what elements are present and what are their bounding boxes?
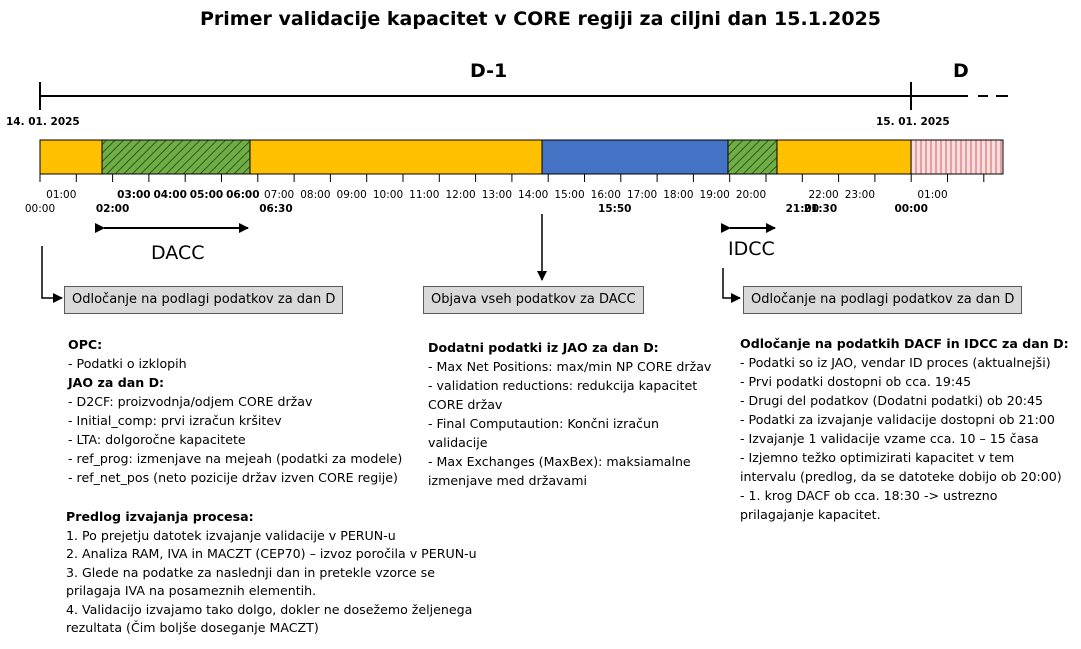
middle-item: - Max Exchanges (MaxBex): maksiamalne [428,454,691,469]
middle-item: - validation reductions: redukcija kapac… [428,378,698,393]
segment-blue [541,139,729,175]
right-item: - Podatki za izvajanje validacije dostop… [740,412,1055,427]
jao-item: - Initial_comp: prvi izračun kršitev [68,413,282,428]
left-info-block: OPC: - Podatki o izklopih JAO za dan D: … [68,335,428,487]
process-block: Predlog izvajanja procesa: 1. Po prejetj… [66,508,506,638]
opc-item: - Podatki o izklopih [68,356,187,371]
middle-item: validacije [428,435,488,450]
hour-label: 15:00 [554,189,585,201]
hour-label: 16:00 [590,189,621,201]
hour-label: 06:00 [226,189,260,201]
hour-ticks [39,174,985,182]
idcc-label: IDCC [728,238,775,260]
right-item: - Izvajanje 1 validacije vzame cca. 10 –… [740,431,1039,446]
hour-label: 03:00 [117,189,151,201]
hour-label: 01:00 [917,189,948,201]
hour-label: 19:00 [699,189,730,201]
box-right-decision: Odločanje na podlagi podatkov za dan D [743,286,1023,314]
box-middle-publish: Objava vseh podatkov za DACC [423,286,644,314]
hour-label: 17:00 [626,189,658,201]
left-connector-arrow [41,246,63,303]
hour-label: 04:00 [153,189,187,201]
hour-label: 08:00 [300,189,331,201]
hour-label: 13:00 [481,189,513,201]
process-item: 4. Validacijo izvajamo tako dolgo, dokle… [66,601,473,617]
middle-title: Dodatni podatki iz JAO za dan D: [428,340,659,355]
segment-orange-3 [776,139,912,175]
marker-label: 00:00 [894,203,928,215]
dacc-label: DACC [151,242,205,264]
date-start: 14. 01. 2025 [6,116,80,128]
right-item: - Izjemno težko optimizirati kapacitet v… [740,450,1015,465]
right-title: Odločanje na podatkih DACF in IDCC za da… [740,336,1069,351]
hour-label: 01:00 [46,189,77,201]
middle-info-block: Dodatni podatki iz JAO za dan D: - Max N… [428,338,728,490]
jao-item: - LTA: dolgoročne kapacitete [68,432,246,447]
hour-label: 07:00 [263,189,295,201]
process-item: 1. Po prejetju datotek izvajanje validac… [66,527,396,543]
segment-dacc-hatched [101,139,251,175]
hour-label: 22:00 [808,189,839,201]
jao-item: - ref_net_pos (neto pozicije držav izven… [68,470,398,485]
diagram-title: Primer validacije kapacitet v CORE regij… [199,8,882,30]
hour-label: 10:00 [372,189,404,201]
segment-orange-2 [249,139,543,175]
marker-label: 21:00 [785,203,820,215]
hour-label: 09:00 [336,189,367,201]
middle-item: - Final Computaution: Končni izračun [428,416,659,431]
jao-item: - D2CF: proizvodnja/odjem CORE držav [68,394,313,409]
process-item: rezultata (Čim boljše doseganje MACZT) [66,620,319,635]
jao-title: JAO za dan D: [68,375,165,390]
middle-item: - Max Net Positions: max/min NP CORE drž… [428,359,712,374]
right-connector-arrow [722,268,741,303]
right-item: prilagajanje kapacitet. [740,507,881,522]
right-item: - 1. krog DACF ob cca. 18:30 -> ustrezno [740,488,998,503]
right-item: intervalu (predlog, da se datoteke dobij… [740,469,1062,484]
segment-pink-hatched [910,139,1004,175]
middle-item: izmenjave med državami [428,473,587,488]
right-item: - Drugi del podatkov (Dodatni podatki) o… [740,393,1043,408]
box-left-decision: Odločanje na podlagi podatkov za dan D [64,286,344,314]
marker-label: 02:00 [95,203,130,215]
date-end: 15. 01. 2025 [876,116,950,128]
hour-label: 05:00 [189,189,224,201]
jao-item: - ref_prog: izmenjave na mejeah (podatki… [68,451,403,466]
marker-label: 15:50 [598,203,632,215]
period-label-d1: D-1 [470,60,508,82]
marker-label: 00:00 [24,203,56,215]
process-item: prilagaja IVA na posameznih elementih. [66,583,317,598]
right-info-block: Odločanje na podatkih DACF in IDCC za da… [740,334,1076,524]
process-item: 2. Analiza RAM, IVA in MACZT (CEP70) – i… [66,546,477,561]
marker-label: 06:30 [259,203,293,215]
opc-title: OPC: [68,337,103,352]
marker-label: 21:30 [803,203,838,215]
hour-label: 23:00 [844,189,876,201]
hour-label: 12:00 [445,189,476,201]
process-title: Predlog izvajanja procesa: [66,509,254,524]
hour-label: 14:00 [518,189,549,201]
right-item: - Podatki so iz JAO, vendar ID proces (a… [740,355,1051,370]
process-item: 3. Glede na podatke za naslednji dan in … [66,564,435,580]
period-label-d: D [953,60,969,82]
segment-idcc-hatched [727,139,778,175]
right-item: - Prvi podatki dostopni ob cca. 19:45 [740,374,972,389]
hour-label: 18:00 [663,189,694,201]
segment-orange-1 [39,139,103,175]
middle-item: CORE držav [428,397,503,412]
hour-label: 11:00 [409,189,440,201]
hour-label: 20:00 [735,189,767,201]
